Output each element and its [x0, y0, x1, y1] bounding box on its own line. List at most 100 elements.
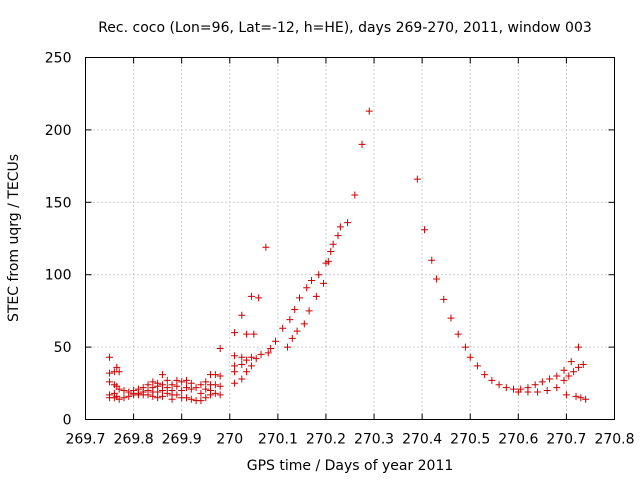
- data-point: [231, 379, 239, 387]
- data-point: [351, 191, 359, 199]
- data-point: [168, 395, 176, 403]
- data-point: [473, 362, 481, 370]
- data-point: [293, 327, 301, 335]
- data-point: [560, 376, 568, 384]
- data-point: [243, 368, 251, 376]
- data-point: [163, 376, 171, 384]
- x-tick-label: 270.8: [594, 432, 634, 448]
- data-point: [120, 394, 128, 402]
- data-point: [365, 107, 373, 115]
- data-point: [461, 343, 469, 351]
- data-point: [553, 384, 561, 392]
- data-point: [173, 382, 181, 390]
- data-point: [182, 376, 190, 384]
- y-tick-label: 250: [45, 51, 72, 67]
- data-point: [202, 385, 210, 393]
- data-point: [178, 378, 186, 386]
- data-point: [286, 316, 294, 324]
- data-point: [182, 384, 190, 392]
- data-point: [178, 387, 186, 395]
- data-point: [202, 378, 210, 386]
- data-point: [440, 295, 448, 303]
- data-point: [187, 395, 195, 403]
- data-point: [154, 394, 162, 402]
- x-tick-label: 269.8: [114, 432, 154, 448]
- data-point: [264, 349, 272, 357]
- data-point: [303, 284, 311, 292]
- x-tick-label: 269.7: [65, 432, 105, 448]
- data-point: [255, 294, 263, 302]
- data-point: [211, 381, 219, 389]
- data-point: [288, 334, 296, 342]
- data-point: [543, 387, 551, 395]
- data-point: [562, 391, 570, 399]
- data-point: [574, 343, 582, 351]
- data-point: [358, 140, 366, 148]
- data-point: [271, 337, 279, 345]
- y-tick-label: 0: [63, 413, 72, 429]
- data-point: [336, 223, 344, 231]
- data-point: [113, 363, 121, 371]
- data-point: [238, 353, 246, 361]
- data-points: [106, 107, 590, 405]
- data-point: [106, 353, 114, 361]
- data-point: [413, 175, 421, 183]
- plot-frame: [85, 57, 615, 420]
- data-point: [344, 219, 352, 227]
- data-point: [243, 330, 251, 338]
- x-tick-label: 270.3: [354, 432, 394, 448]
- data-point: [149, 392, 157, 400]
- data-point: [211, 389, 219, 397]
- data-point: [243, 356, 251, 364]
- x-tick-label: 270.2: [306, 432, 346, 448]
- x-tick-label: 270: [216, 432, 243, 448]
- y-tick-label: 200: [45, 123, 72, 139]
- data-point: [197, 389, 205, 397]
- y-tick-label: 100: [45, 268, 72, 284]
- data-point: [247, 292, 255, 300]
- data-point: [454, 330, 462, 338]
- data-point: [163, 389, 171, 397]
- data-point: [192, 384, 200, 392]
- data-point: [531, 381, 539, 389]
- data-point: [466, 353, 474, 361]
- data-point: [574, 363, 582, 371]
- chart-title: Rec. coco (Lon=96, Lat=-12, h=HE), days …: [98, 20, 592, 36]
- x-tick-label: 270.1: [258, 432, 298, 448]
- data-point: [134, 389, 142, 397]
- grid-lines: [85, 57, 615, 420]
- data-point: [300, 320, 308, 328]
- data-point: [216, 345, 224, 353]
- data-point: [308, 276, 316, 284]
- data-point: [158, 392, 166, 400]
- data-point: [125, 392, 133, 400]
- data-point: [231, 368, 239, 376]
- data-point: [577, 394, 585, 402]
- y-tick-label: 50: [54, 340, 72, 356]
- data-point: [579, 360, 587, 368]
- data-point: [560, 366, 568, 374]
- data-point: [197, 397, 205, 405]
- x-tick-label: 270.4: [402, 432, 442, 448]
- data-point: [433, 275, 441, 283]
- data-point: [495, 381, 503, 389]
- data-point: [428, 256, 436, 264]
- data-point: [481, 371, 489, 379]
- data-point: [173, 391, 181, 399]
- data-point: [115, 368, 123, 376]
- data-point: [291, 305, 299, 313]
- data-point: [327, 248, 335, 256]
- data-point: [115, 385, 123, 393]
- x-tick-label: 270.6: [498, 432, 538, 448]
- data-point: [231, 352, 239, 360]
- data-point: [510, 385, 518, 393]
- data-point: [238, 360, 246, 368]
- data-point: [582, 395, 590, 403]
- data-point: [115, 395, 123, 403]
- data-point: [252, 355, 260, 363]
- data-point: [329, 240, 337, 248]
- data-point: [320, 279, 328, 287]
- data-point: [546, 375, 554, 383]
- x-axis-label: GPS time / Days of year 2011: [247, 458, 454, 474]
